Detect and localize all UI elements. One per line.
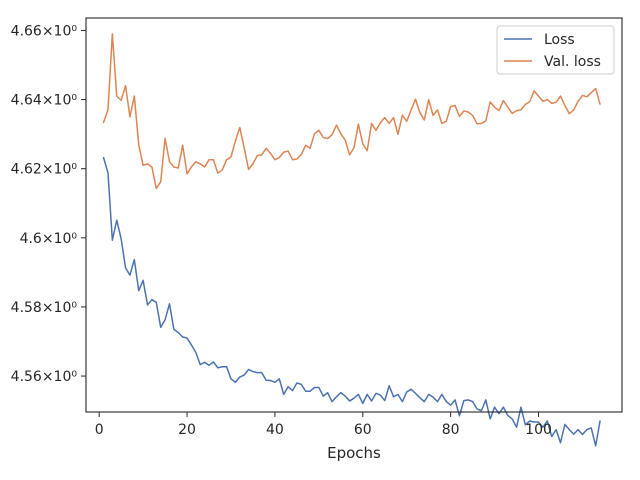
y-tick-label: 4.56×10⁰ [11,369,78,385]
y-tick-label: 4.6×10⁰ [20,231,78,247]
legend-label-loss: Loss [544,32,575,48]
plot-frame [85,17,623,413]
x-tick-label: 0 [95,422,104,438]
x-tick-label: 100 [525,422,552,438]
y-tick-label: 4.64×10⁰ [11,93,78,109]
legend: Loss Val. loss [496,25,615,75]
series-line-val-loss [102,33,601,190]
x-tick-label: 40 [266,422,284,438]
x-axis-label: Epochs [327,444,381,462]
x-tick-label: 20 [178,422,196,438]
legend-box [496,25,615,75]
x-tick-label: 80 [442,422,460,438]
y-tick-label: 4.58×10⁰ [11,300,78,316]
legend-label-val-loss: Val. loss [544,54,601,70]
axes-layer: 0 20 40 60 80 100 4.56×10⁰ 4.58×10⁰ 4.6×10⁰ 4.62×… [11,17,623,438]
y-tick-label: 4.66×10⁰ [11,23,78,39]
x-tick-label: 60 [354,422,372,438]
y-tick-label: 4.62×10⁰ [11,162,78,178]
series-line-loss [102,156,601,447]
series-layer [102,33,601,447]
